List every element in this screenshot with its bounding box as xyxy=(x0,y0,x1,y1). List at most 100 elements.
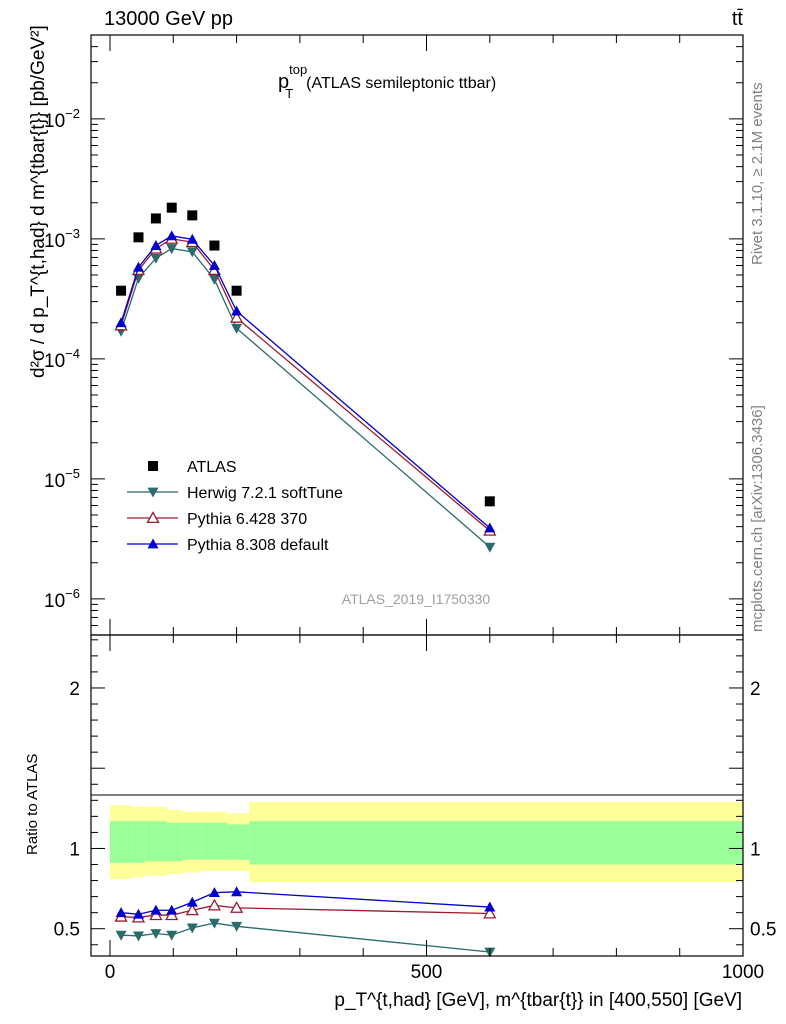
ratio-data-point xyxy=(483,906,497,919)
ratio-band-green xyxy=(201,822,228,860)
ratio-band-green xyxy=(182,822,202,860)
main-data-point xyxy=(186,247,198,258)
legend-label: Pythia 6.428 370 xyxy=(187,511,307,528)
legend-label: Pythia 8.308 default xyxy=(187,537,329,554)
main-data-point xyxy=(208,274,220,285)
ratio-data-point xyxy=(208,918,220,929)
main-plot: 10−6 10−5 10−4 10−3 10−2 ptop T (ATLAS semilep… xyxy=(28,25,744,636)
main-series-1 xyxy=(115,244,496,553)
main-data-point xyxy=(209,240,220,251)
ratio-data-point xyxy=(208,887,220,898)
main-data-point xyxy=(231,323,243,334)
analysis-watermark: ATLAS_2019_I1750330 xyxy=(342,591,491,607)
legend-entry: Herwig 7.2.1 softTune xyxy=(127,485,343,502)
ratio-data-point xyxy=(132,908,144,919)
ratio-y-tick-label: 2 xyxy=(69,679,80,700)
ratio-data-point xyxy=(166,930,178,941)
ratio-uncertainty-bands xyxy=(109,801,743,883)
main-data-point xyxy=(484,522,496,533)
mcplots-label: mcplots.cern.ch [arXiv:1306.3436] xyxy=(749,405,766,632)
legend-marker xyxy=(147,538,159,549)
legend-entry: ATLAS xyxy=(148,459,237,476)
x-tick-label: 0 xyxy=(105,962,116,983)
main-data-point xyxy=(132,261,144,272)
legend: ATLAS Herwig 7.2.1 softTune Pythia 6.428 3… xyxy=(127,459,343,554)
ratio-data-point xyxy=(115,930,127,941)
ratio-band-green xyxy=(227,824,250,860)
ratio-y-axis-label: Ratio to ATLAS xyxy=(24,754,41,855)
ratio-data-point xyxy=(229,901,244,913)
ratio-series-line xyxy=(121,904,490,919)
ratio-band-green xyxy=(144,821,167,862)
ratio-data-point xyxy=(185,903,199,916)
ratio-data-point xyxy=(150,904,162,915)
main-data-point xyxy=(150,213,161,224)
header-left: 13000 GeV pp xyxy=(104,8,233,30)
x-tick-label: 500 xyxy=(411,962,443,983)
ratio-data-point xyxy=(207,898,222,911)
ratio-y-tick-label: 1 xyxy=(69,839,80,860)
main-data-point xyxy=(166,202,177,213)
ratio-data-point xyxy=(186,896,198,907)
header-right: tt̄ xyxy=(732,8,744,30)
main-y-tick-label: 10−3 xyxy=(44,226,80,252)
main-data-point xyxy=(133,232,144,243)
main-series-line xyxy=(120,238,491,532)
x-tick-label: 1000 xyxy=(722,962,764,983)
main-data-point xyxy=(484,496,495,507)
legend-entry: Pythia 6.428 370 xyxy=(127,511,307,528)
main-data-point xyxy=(116,285,127,296)
ratio-data-point xyxy=(166,904,178,915)
main-y-tick-label: 10−4 xyxy=(44,346,80,372)
main-data-point xyxy=(115,317,127,328)
ratio-data-point xyxy=(150,929,162,940)
ratio-data-point xyxy=(231,886,243,897)
main-y-tick-label: 10−2 xyxy=(44,106,80,132)
main-data-point xyxy=(208,259,220,270)
main-y-axis: 10−6 10−5 10−4 10−3 10−2 xyxy=(44,34,743,636)
ratio-y-tick-label-right: 0.5 xyxy=(750,920,776,941)
ratio-y-tick-label: 0.5 xyxy=(54,920,80,941)
main-data-point xyxy=(166,244,178,255)
ratio-series-line xyxy=(121,891,490,915)
main-x-ticks xyxy=(109,35,744,635)
ratio-data-point xyxy=(231,921,243,932)
legend-label: Herwig 7.2.1 softTune xyxy=(187,485,343,502)
legend-marker xyxy=(148,461,158,471)
main-data-point xyxy=(231,285,242,296)
plot-title-sup: top xyxy=(289,62,307,77)
main-series-line xyxy=(120,235,491,529)
plot-title-sub: T xyxy=(285,86,293,101)
legend-label: ATLAS xyxy=(187,459,237,476)
ratio-band-green xyxy=(249,821,743,865)
ratio-data-point xyxy=(186,923,198,934)
ratio-x-axis: 0 500 1000 xyxy=(105,635,764,983)
ratio-data-point xyxy=(115,907,127,918)
ratio-y-tick-label-right: 1 xyxy=(750,839,761,860)
ratio-plot-frame xyxy=(90,634,744,957)
main-y-axis-label: d²σ / d p_T^{t,had} d m^{tbar{t}} [pb/Ge… xyxy=(28,25,49,378)
ratio-series xyxy=(114,886,497,958)
legend-marker xyxy=(146,511,160,524)
ratio-band-green xyxy=(166,822,183,862)
main-y-tick-label: 10−6 xyxy=(44,586,80,612)
main-data-point xyxy=(166,230,178,241)
main-series-line xyxy=(120,247,491,548)
plot-title-p: p xyxy=(278,71,289,93)
main-data-point xyxy=(231,305,243,316)
ratio-data-point xyxy=(484,901,496,912)
main-y-tick-label: 10−5 xyxy=(44,466,80,492)
main-data-point xyxy=(229,310,244,323)
ratio-series-0 xyxy=(115,918,496,958)
ratio-series-line xyxy=(121,922,490,953)
ratio-band-green xyxy=(109,821,133,863)
plot-title: ptop T (ATLAS semileptonic ttbar) xyxy=(278,62,496,101)
main-data-point xyxy=(186,233,198,244)
main-data-point xyxy=(187,210,198,221)
main-series xyxy=(114,202,497,553)
main-series-3 xyxy=(115,230,496,533)
ratio-plot: 0.5 0.5 1 1 2 2 0 500 1000 Ratio to ATLAS p_T^{… xyxy=(24,634,776,1011)
legend-marker xyxy=(147,487,159,498)
ratio-series-2 xyxy=(115,886,496,919)
